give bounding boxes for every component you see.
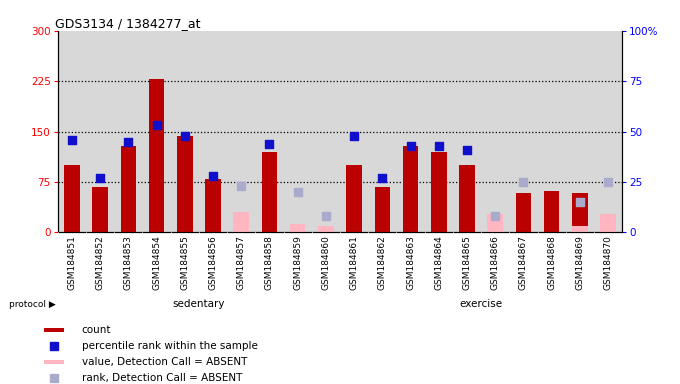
Point: [377, 175, 388, 181]
Point: [575, 199, 585, 205]
Text: protocol ▶: protocol ▶: [10, 300, 56, 309]
Bar: [92, 187, 108, 232]
Bar: [44, 360, 63, 364]
Bar: [290, 223, 305, 232]
Text: exercise: exercise: [460, 299, 503, 310]
Bar: [515, 194, 531, 232]
Bar: [396, 31, 425, 232]
Bar: [425, 31, 453, 232]
Text: GSM184858: GSM184858: [265, 235, 274, 290]
Text: GSM184870: GSM184870: [604, 235, 613, 290]
Text: GSM184860: GSM184860: [322, 235, 330, 290]
Point: [264, 141, 275, 147]
Bar: [171, 31, 199, 232]
Text: GSM184859: GSM184859: [293, 235, 302, 290]
Text: GSM184853: GSM184853: [124, 235, 133, 290]
Bar: [318, 226, 334, 232]
Text: percentile rank within the sample: percentile rank within the sample: [82, 341, 258, 351]
Bar: [346, 165, 362, 232]
Point: [490, 213, 500, 219]
Bar: [44, 328, 63, 332]
Bar: [459, 165, 475, 232]
Bar: [256, 31, 284, 232]
Bar: [58, 31, 86, 232]
Text: GSM184852: GSM184852: [96, 235, 105, 290]
Point: [236, 183, 247, 189]
Text: GSM184863: GSM184863: [406, 235, 415, 290]
Bar: [233, 212, 249, 232]
Point: [151, 122, 162, 129]
Bar: [431, 152, 447, 232]
Text: sedentary: sedentary: [173, 299, 225, 310]
Text: rank, Detection Call = ABSENT: rank, Detection Call = ABSENT: [82, 372, 242, 383]
Bar: [572, 226, 588, 232]
Point: [180, 132, 190, 139]
Bar: [594, 31, 622, 232]
Text: GSM184856: GSM184856: [209, 235, 218, 290]
Bar: [86, 31, 114, 232]
Bar: [509, 31, 538, 232]
Text: count: count: [82, 325, 111, 335]
Point: [433, 142, 444, 149]
Text: GSM184866: GSM184866: [491, 235, 500, 290]
Bar: [375, 187, 390, 232]
Text: GSM184864: GSM184864: [435, 235, 443, 290]
Bar: [64, 165, 80, 232]
Text: value, Detection Call = ABSENT: value, Detection Call = ABSENT: [82, 357, 247, 367]
Bar: [227, 31, 256, 232]
Bar: [177, 136, 192, 232]
Point: [207, 173, 218, 179]
Point: [349, 132, 360, 139]
Point: [518, 179, 529, 185]
Bar: [403, 146, 418, 232]
Point: [95, 175, 105, 181]
Bar: [262, 152, 277, 232]
Bar: [143, 31, 171, 232]
Bar: [600, 214, 616, 232]
Text: GDS3134 / 1384277_at: GDS3134 / 1384277_at: [55, 17, 201, 30]
Point: [320, 213, 331, 219]
Bar: [284, 31, 312, 232]
Bar: [572, 194, 588, 232]
Text: GSM184851: GSM184851: [67, 235, 76, 290]
Point: [405, 142, 416, 149]
Bar: [205, 179, 221, 232]
Bar: [488, 214, 503, 232]
Point: [292, 189, 303, 195]
Text: GSM184855: GSM184855: [180, 235, 189, 290]
Bar: [481, 31, 509, 232]
Bar: [114, 31, 143, 232]
Bar: [149, 79, 165, 232]
Text: GSM184868: GSM184868: [547, 235, 556, 290]
Text: GSM184854: GSM184854: [152, 235, 161, 290]
Bar: [199, 31, 227, 232]
Text: GSM184865: GSM184865: [462, 235, 471, 290]
Point: [67, 136, 78, 142]
Bar: [120, 146, 136, 232]
Bar: [566, 31, 594, 232]
Point: [602, 179, 613, 185]
Point: [123, 139, 134, 145]
Bar: [312, 31, 340, 232]
Bar: [544, 190, 560, 232]
Text: GSM184857: GSM184857: [237, 235, 245, 290]
Text: GSM184869: GSM184869: [575, 235, 584, 290]
Bar: [340, 31, 369, 232]
Text: GSM184862: GSM184862: [378, 235, 387, 290]
Text: GSM184861: GSM184861: [350, 235, 358, 290]
Bar: [369, 31, 396, 232]
Bar: [453, 31, 481, 232]
Text: GSM184867: GSM184867: [519, 235, 528, 290]
Bar: [538, 31, 566, 232]
Point: [462, 147, 473, 153]
